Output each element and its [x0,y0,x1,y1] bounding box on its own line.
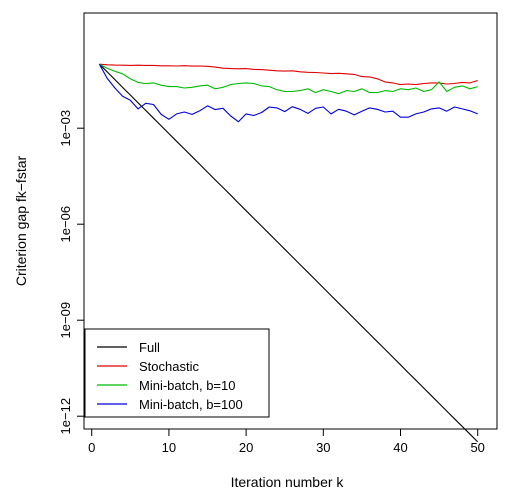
y-tick-label: 1e−06 [58,206,73,243]
series-line-mini-batch-b-10 [99,63,478,95]
legend: Full Stochastic Mini-batch, b=10 Mini-batch… [84,328,270,418]
y-axis-label: Criterion gap fk−fstar [13,156,29,287]
legend-box [84,328,270,418]
y-axis: 1e−03 1e−06 1e−09 1e−12 [58,110,85,435]
x-tick-label: 0 [88,440,95,455]
x-tick-label: 50 [470,440,484,455]
y-tick-label: 1e−12 [58,398,73,435]
series-layer [98,63,479,443]
x-tick-label: 40 [393,440,407,455]
x-axis: 0 10 20 30 40 50 [88,428,485,455]
series-line-full [99,63,479,443]
y-tick-label: 1e−03 [58,110,73,147]
y-tick-label: 1e−09 [58,302,73,339]
legend-label: Full [139,340,160,355]
series-line-mini-batch-b-100 [98,63,478,123]
legend-label: Mini-batch, b=10 [139,378,235,393]
legend-label: Mini-batch, b=100 [139,397,243,412]
x-tick-label: 30 [316,440,330,455]
series-line-stochastic [99,63,478,86]
x-axis-label: Iteration number k [231,474,345,490]
x-tick-label: 10 [162,440,176,455]
legend-label: Stochastic [139,359,199,374]
x-tick-label: 20 [239,440,253,455]
